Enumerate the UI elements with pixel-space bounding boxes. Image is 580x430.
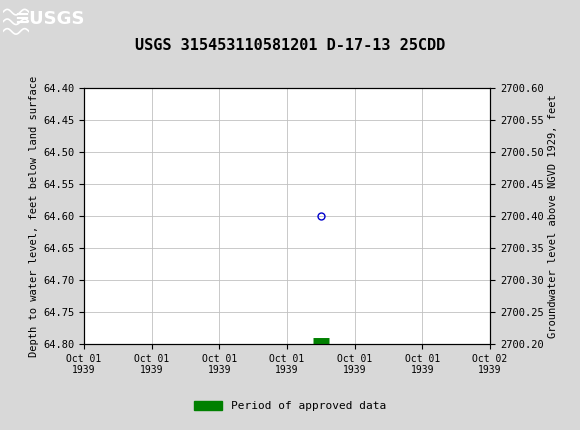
Y-axis label: Depth to water level, feet below land surface: Depth to water level, feet below land su… <box>29 75 39 357</box>
Y-axis label: Groundwater level above NGVD 1929, feet: Groundwater level above NGVD 1929, feet <box>548 94 558 338</box>
Text: ≡USGS: ≡USGS <box>14 10 85 28</box>
Text: USGS 315453110581201 D-17-13 25CDD: USGS 315453110581201 D-17-13 25CDD <box>135 38 445 52</box>
Legend: Period of approved data: Period of approved data <box>190 397 390 416</box>
